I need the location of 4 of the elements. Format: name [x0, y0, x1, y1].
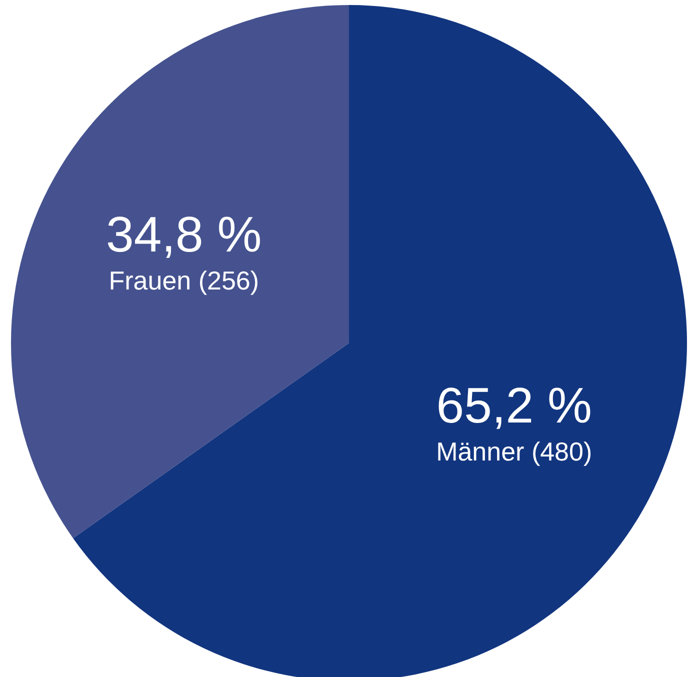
- slice-label: Frauen (256): [108, 266, 260, 296]
- data-label: 34,8 %: [106, 206, 262, 263]
- data-label: 65,2 %: [436, 377, 592, 434]
- slice-label: Männer (480): [436, 436, 592, 466]
